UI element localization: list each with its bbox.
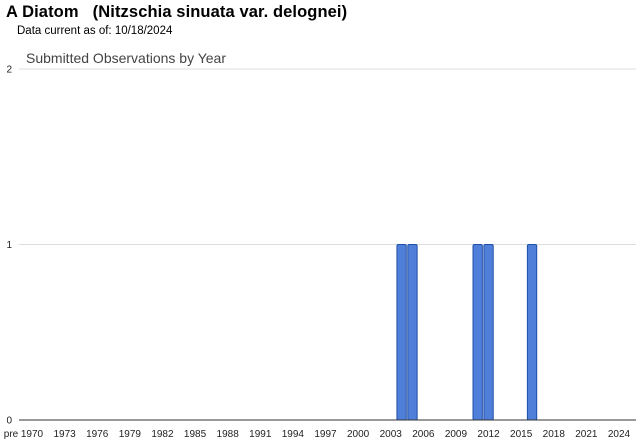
x-tick-label-1970: 1970 (21, 429, 44, 440)
axes: 0 1 2 pre 1970 1973 1976 1979 1982 1985 1988 1991 19… (4, 65, 636, 440)
data-current-line: Data current as of: 10/18/2024 (17, 25, 172, 37)
bar-2004 (396, 244, 407, 421)
data-current-date: 10/18/2024 (114, 25, 173, 37)
chart-title: Submitted Observations by Year (26, 50, 226, 66)
data-current-label: Data current as of: (17, 25, 112, 37)
x-tick-label-1991: 1991 (249, 429, 272, 440)
x-tick-label-2015: 2015 (510, 429, 533, 440)
bars (396, 244, 538, 421)
x-tick-label-2003: 2003 (380, 429, 403, 440)
gridlines (19, 68, 636, 245)
bar-2011 (472, 244, 483, 421)
x-tick-label-1973: 1973 (53, 429, 76, 440)
species-title: A Diatom (Nitzschia sinuata var. delogne… (6, 3, 347, 22)
x-tick-label-1979: 1979 (119, 429, 142, 440)
x-tick-label-2009: 2009 (445, 429, 468, 440)
x-tick-label-1997: 1997 (314, 429, 337, 440)
x-tick-label-1982: 1982 (151, 429, 174, 440)
species-scientific-name: (Nitzschia sinuata var. delognei) (92, 3, 348, 21)
x-tick-label-2012: 2012 (477, 429, 500, 440)
x-tick-label-1985: 1985 (184, 429, 207, 440)
x-tick-label-1994: 1994 (282, 429, 305, 440)
x-tick-label-2000: 2000 (347, 429, 370, 440)
x-tick-label-1976: 1976 (86, 429, 109, 440)
species-common-name: A Diatom (6, 3, 79, 21)
bar-2016 (526, 244, 538, 421)
x-tick-label-1988: 1988 (217, 429, 240, 440)
x-tick-label-2024: 2024 (608, 429, 631, 440)
x-tick-label-2021: 2021 (575, 429, 598, 440)
y-tick-label-0: 0 (6, 416, 12, 427)
x-tick-label-pre: pre (4, 429, 19, 440)
y-tick-label-2: 2 (6, 65, 12, 76)
x-tick-label-2018: 2018 (543, 429, 566, 440)
x-tick-label-2006: 2006 (412, 429, 435, 440)
y-tick-label-1: 1 (6, 240, 12, 251)
bar-2012 (483, 244, 494, 421)
bar-2005 (407, 244, 418, 421)
